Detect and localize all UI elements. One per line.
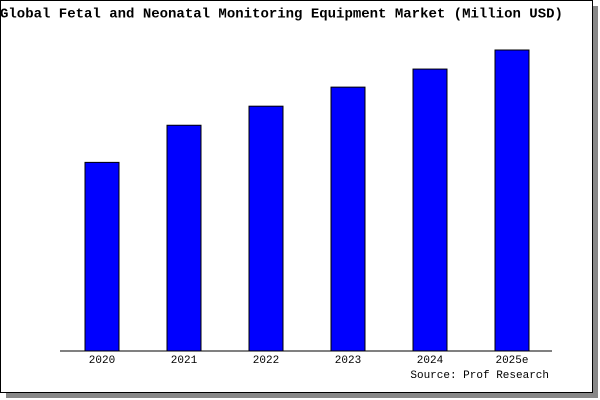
x-tick-label: 2025e <box>495 355 528 367</box>
x-tick-label: 2020 <box>89 355 115 367</box>
source-note: Source: Prof Research <box>410 370 549 382</box>
plot-area <box>60 50 552 351</box>
bar <box>412 68 448 352</box>
x-tick-label: 2021 <box>171 355 198 367</box>
bar <box>494 49 530 352</box>
bar <box>248 105 284 352</box>
x-tick-label: 2022 <box>253 355 279 367</box>
bar <box>166 124 202 352</box>
bar <box>84 161 120 352</box>
x-tick-label: 2024 <box>417 355 444 367</box>
x-tick-label: 2023 <box>335 355 361 367</box>
chart-title: Global Fetal and Neonatal Monitoring Equ… <box>0 7 563 23</box>
bar <box>330 86 366 352</box>
